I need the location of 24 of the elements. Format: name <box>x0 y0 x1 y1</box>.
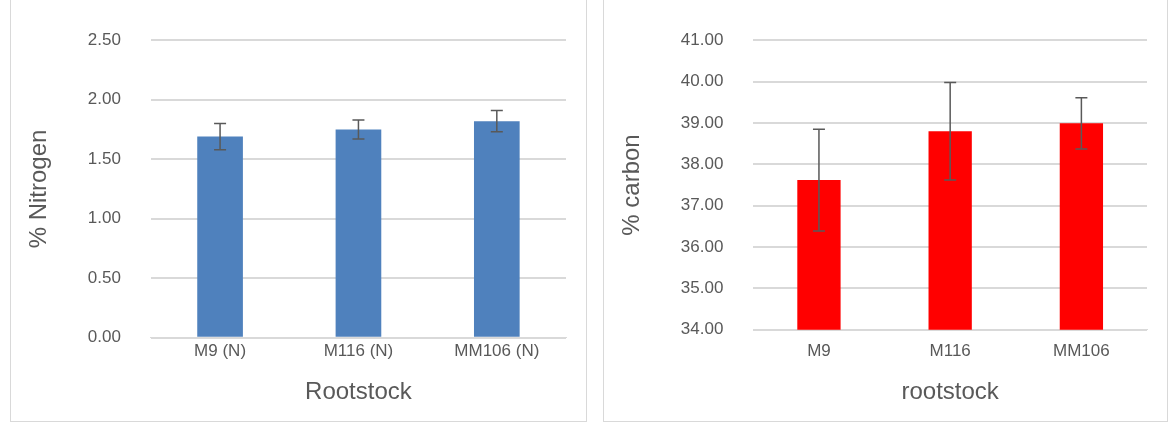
y-tick-label: 1.00 <box>87 208 121 228</box>
x-tick-label: M116 (N) <box>323 340 394 360</box>
x-tick-label: MM106 <box>1053 340 1110 360</box>
y-axis-title: % Nitrogen <box>24 129 52 249</box>
y-tick-label: 0.00 <box>87 327 121 347</box>
y-tick-label: 40.00 <box>680 71 724 91</box>
y-tick-label: 38.00 <box>680 154 724 173</box>
y-tick-label: 0.50 <box>87 267 121 287</box>
y-axis-title: % carbon <box>617 134 645 236</box>
x-tick-label: M9 <box>807 340 831 360</box>
y-tick-label: 2.50 <box>87 29 121 49</box>
y-tick-label: 41.00 <box>680 29 724 49</box>
x-tick-label: M116 <box>929 340 971 360</box>
x-axis-title: rootstock <box>901 377 1000 405</box>
y-tick-label: 37.00 <box>680 195 724 215</box>
y-tick-label: 2.00 <box>87 89 121 109</box>
x-axis-title: Rootstock <box>305 377 413 405</box>
y-tick-label: 35.00 <box>680 278 724 298</box>
y-tick-label: 39.00 <box>680 112 724 132</box>
y-tick-label: 36.00 <box>680 236 724 256</box>
x-tick-label: MM106 (N) <box>454 340 540 360</box>
x-tick-label: M9 (N) <box>194 340 247 360</box>
y-tick-label: 34.00 <box>680 319 724 339</box>
y-tick-label: 1.50 <box>87 148 121 168</box>
